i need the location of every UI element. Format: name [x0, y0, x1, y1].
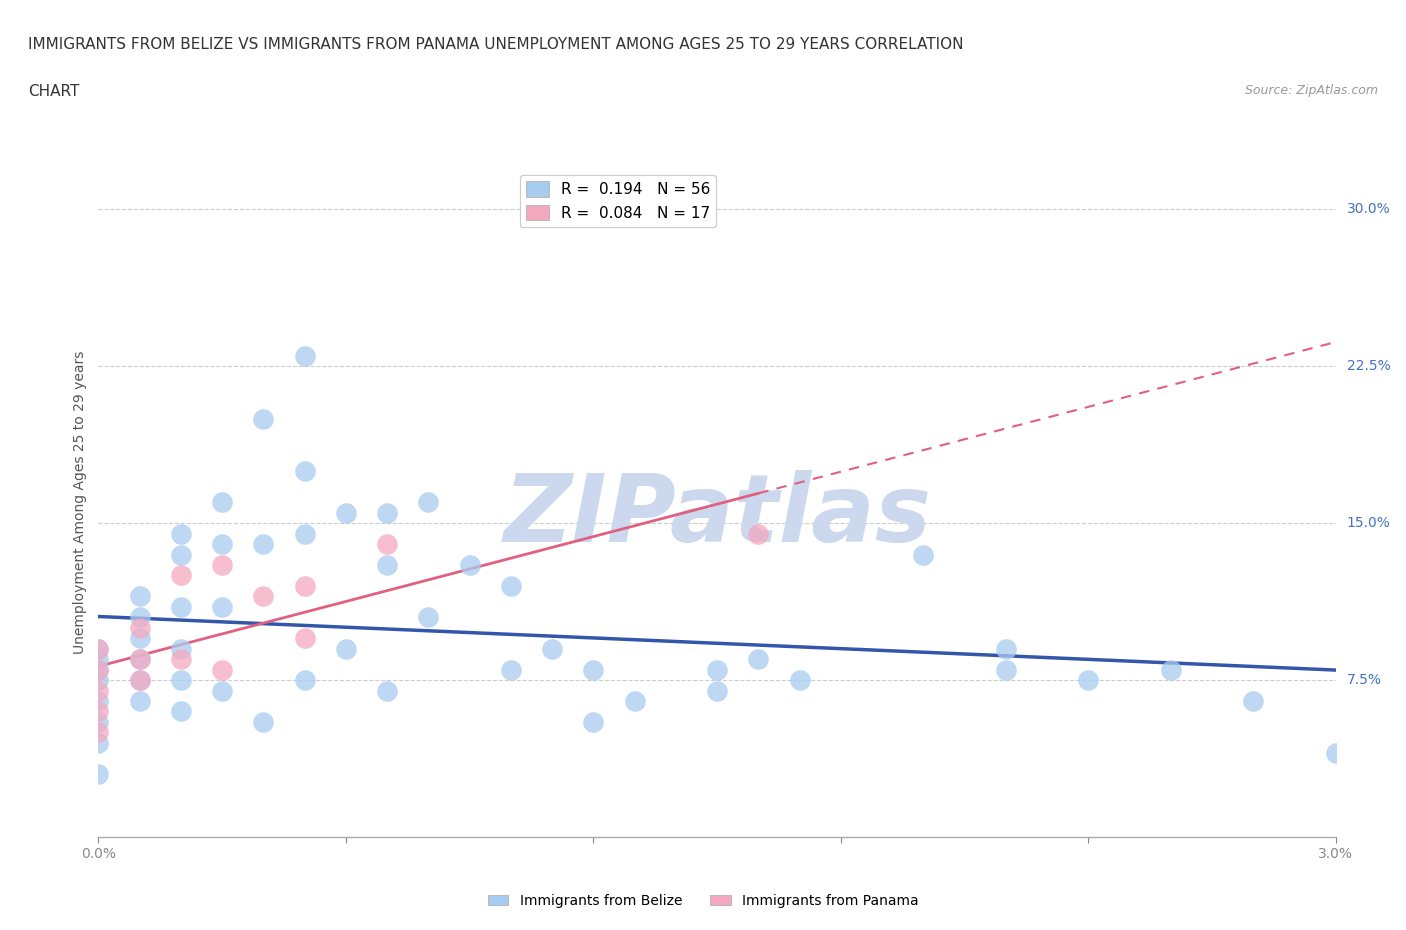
Point	[87, 725, 110, 740]
Point	[582, 662, 605, 677]
Text: 30.0%: 30.0%	[1347, 202, 1391, 217]
Point	[623, 694, 645, 709]
Point	[1324, 746, 1347, 761]
Point	[294, 526, 316, 541]
Point	[87, 704, 110, 719]
Point	[252, 537, 274, 551]
Point	[211, 537, 233, 551]
Point	[170, 672, 193, 687]
Point	[252, 714, 274, 729]
Point	[582, 714, 605, 729]
Point	[87, 714, 110, 729]
Point	[294, 463, 316, 478]
Point	[418, 495, 440, 510]
Point	[87, 662, 110, 677]
Text: IMMIGRANTS FROM BELIZE VS IMMIGRANTS FROM PANAMA UNEMPLOYMENT AMONG AGES 25 TO 2: IMMIGRANTS FROM BELIZE VS IMMIGRANTS FRO…	[28, 37, 963, 52]
Point	[87, 736, 110, 751]
Text: 22.5%: 22.5%	[1347, 359, 1391, 373]
Text: CHART: CHART	[28, 84, 80, 99]
Point	[211, 600, 233, 615]
Point	[128, 694, 150, 709]
Point	[375, 558, 398, 573]
Point	[294, 578, 316, 593]
Point	[87, 694, 110, 709]
Legend: R =  0.194   N = 56, R =  0.084   N = 17: R = 0.194 N = 56, R = 0.084 N = 17	[520, 175, 717, 227]
Point	[128, 652, 150, 667]
Legend: Immigrants from Belize, Immigrants from Panama: Immigrants from Belize, Immigrants from …	[482, 889, 924, 914]
Point	[128, 631, 150, 645]
Point	[128, 589, 150, 604]
Point	[170, 600, 193, 615]
Point	[211, 495, 233, 510]
Point	[994, 662, 1017, 677]
Point	[170, 526, 193, 541]
Point	[335, 642, 357, 657]
Point	[170, 704, 193, 719]
Point	[499, 662, 522, 677]
Point	[252, 411, 274, 426]
Point	[418, 610, 440, 625]
Point	[87, 642, 110, 657]
Point	[458, 558, 481, 573]
Point	[789, 672, 811, 687]
Point	[294, 349, 316, 364]
Point	[211, 683, 233, 698]
Point	[706, 683, 728, 698]
Point	[87, 672, 110, 687]
Point	[211, 662, 233, 677]
Point	[1160, 662, 1182, 677]
Point	[335, 505, 357, 520]
Point	[128, 672, 150, 687]
Point	[375, 505, 398, 520]
Point	[747, 526, 769, 541]
Point	[128, 620, 150, 635]
Point	[252, 589, 274, 604]
Point	[294, 631, 316, 645]
Point	[128, 672, 150, 687]
Point	[211, 558, 233, 573]
Text: 15.0%: 15.0%	[1347, 516, 1391, 530]
Point	[128, 610, 150, 625]
Point	[1077, 672, 1099, 687]
Point	[375, 537, 398, 551]
Point	[87, 642, 110, 657]
Point	[294, 672, 316, 687]
Y-axis label: Unemployment Among Ages 25 to 29 years: Unemployment Among Ages 25 to 29 years	[73, 351, 87, 654]
Point	[541, 642, 564, 657]
Point	[128, 652, 150, 667]
Point	[170, 652, 193, 667]
Text: ZIPatlas: ZIPatlas	[503, 470, 931, 562]
Point	[375, 683, 398, 698]
Point	[87, 683, 110, 698]
Point	[912, 547, 935, 562]
Point	[87, 766, 110, 781]
Text: 7.5%: 7.5%	[1347, 673, 1382, 687]
Point	[87, 652, 110, 667]
Point	[1241, 694, 1264, 709]
Point	[87, 662, 110, 677]
Point	[170, 568, 193, 583]
Point	[747, 652, 769, 667]
Text: Source: ZipAtlas.com: Source: ZipAtlas.com	[1244, 84, 1378, 97]
Point	[994, 642, 1017, 657]
Point	[170, 547, 193, 562]
Point	[706, 662, 728, 677]
Point	[499, 578, 522, 593]
Point	[170, 642, 193, 657]
